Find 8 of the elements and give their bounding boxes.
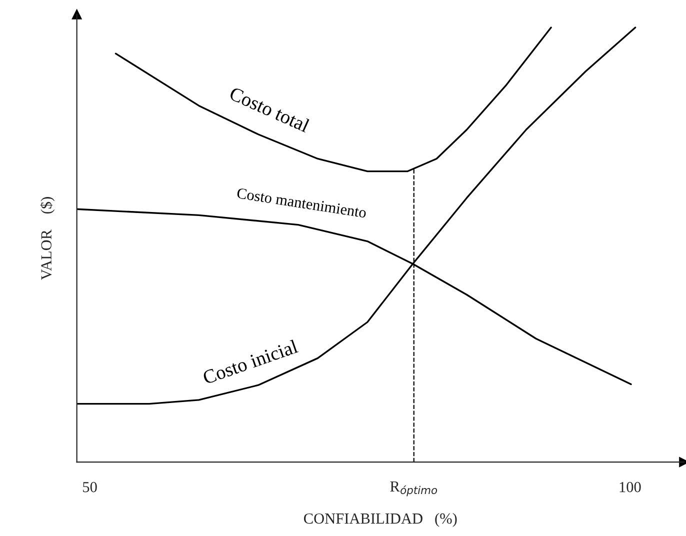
text: Costo mantenimiento (236, 188, 367, 218)
text: Costo inicial (202, 339, 299, 384)
x-axis-title: CONFIABILIDAD (%) (304, 512, 457, 527)
x-tick-label: 100 (620, 482, 641, 492)
x-tick-label: 50 (83, 482, 97, 492)
x-tick-label: R$_{óptimo}$ (390, 481, 438, 496)
y-axis-title: VALOR ($) (40, 197, 55, 280)
text: Costo total (228, 86, 311, 133)
